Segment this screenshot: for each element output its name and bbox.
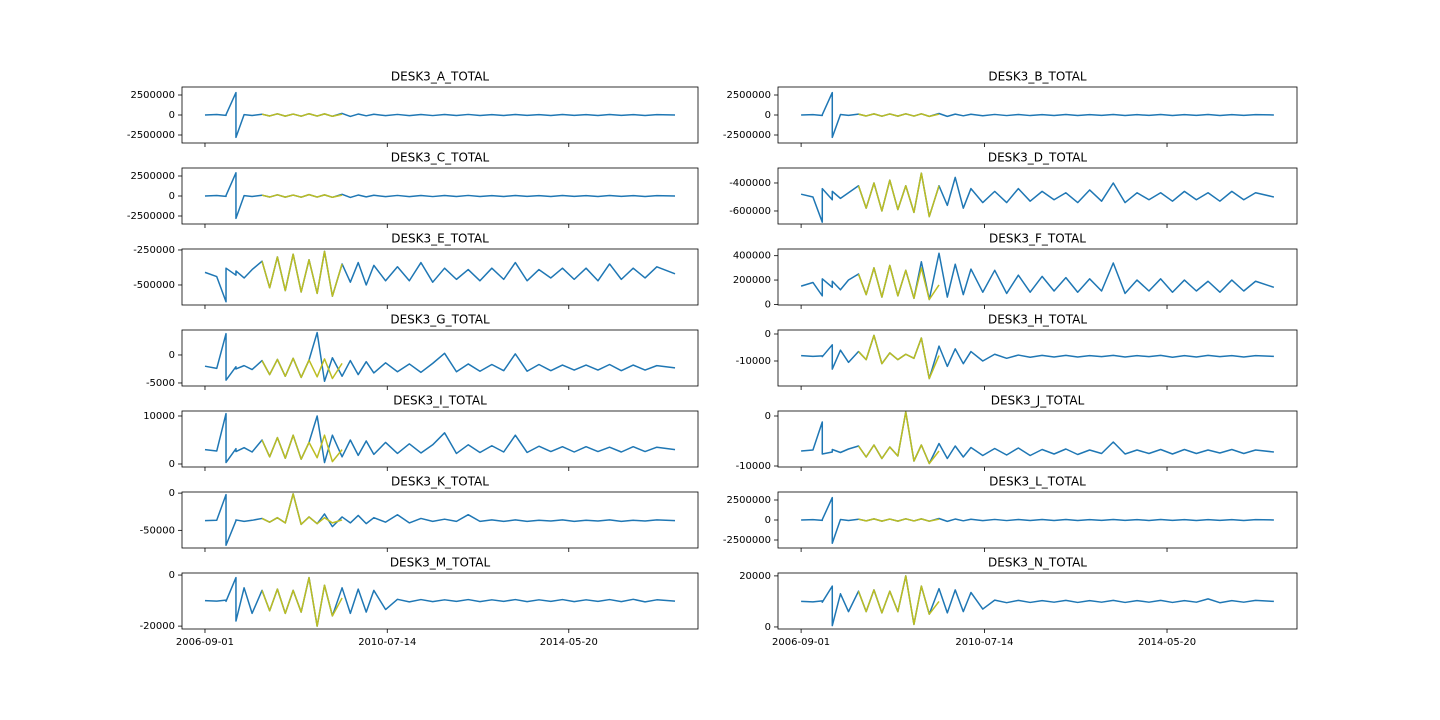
axes-frame: [777, 410, 1298, 468]
y-tick-label: -500000: [133, 280, 175, 291]
axes-frame: [777, 329, 1298, 387]
y-tick-label: 0: [169, 570, 175, 581]
y-tick-label: -2500000: [127, 130, 175, 141]
y-tick-label: 2500000: [726, 495, 771, 506]
series-line: [858, 518, 940, 522]
axes-frame: [777, 491, 1298, 549]
y-tick-label: 0: [169, 488, 175, 499]
subplot-title: DESK3_H_TOTAL: [988, 313, 1087, 327]
y-tick-label: 2500000: [726, 90, 771, 101]
axes-frame: [181, 572, 699, 630]
series-line: [857, 334, 940, 380]
series-line: [857, 172, 940, 218]
series-line: [800, 172, 1275, 223]
y-tick-label: 0: [169, 459, 175, 470]
axes-frame: [181, 410, 699, 468]
subplot-title: DESK3_I_TOTAL: [393, 394, 487, 408]
subplot-title: DESK3_D_TOTAL: [988, 151, 1088, 165]
series-line: [204, 493, 676, 546]
y-tick-label: -10000: [736, 461, 771, 472]
y-tick-label: -10000: [736, 356, 771, 367]
y-tick-label: 0: [765, 515, 771, 526]
y-tick-label: -400000: [729, 178, 771, 189]
series-line: [857, 264, 940, 301]
series-line: [261, 357, 343, 380]
y-tick-label: -50000: [140, 525, 175, 536]
y-tick-label: 2500000: [130, 90, 175, 101]
series-line: [800, 252, 1275, 301]
y-tick-label: -600000: [729, 206, 771, 217]
x-tick-label: 2006-09-01: [772, 637, 830, 648]
y-tick-label: -20000: [140, 621, 175, 632]
axes-frame: [181, 329, 699, 387]
axes-frame: [777, 248, 1298, 306]
subplot-title: DESK3_B_TOTAL: [988, 70, 1087, 84]
subplot-title: DESK3_K_TOTAL: [391, 475, 489, 489]
subplot-title: DESK3_E_TOTAL: [391, 232, 489, 246]
y-tick-label: -250000: [133, 245, 175, 256]
series-line: [261, 576, 343, 627]
subplot-title: DESK3_G_TOTAL: [390, 313, 490, 327]
series-line: [204, 331, 676, 383]
series-line: [204, 576, 676, 627]
series-line: [857, 411, 940, 465]
series-line: [801, 91, 1274, 139]
axes-frame: [777, 572, 1298, 630]
series-line: [261, 193, 343, 199]
series-line: [801, 411, 1274, 465]
axes-frame: [777, 167, 1298, 225]
series-line: [801, 575, 1274, 627]
y-tick-label: 0: [765, 329, 771, 340]
y-tick-label: 0: [765, 622, 771, 633]
axes-frame: [181, 167, 699, 225]
subplot-title: DESK3_A_TOTAL: [391, 70, 490, 84]
axes-frame: [181, 491, 699, 549]
x-tick-label: 2010-07-14: [955, 637, 1013, 648]
subplot-title: DESK3_J_TOTAL: [991, 394, 1085, 408]
axes-frame: [181, 248, 699, 306]
y-tick-label: -2500000: [723, 535, 771, 546]
y-tick-label: 400000: [733, 251, 771, 262]
y-tick-label: 10000: [143, 411, 175, 422]
subplot-title: DESK3_L_TOTAL: [989, 475, 1086, 489]
y-tick-label: -2500000: [127, 211, 175, 222]
y-tick-label: -5000: [146, 378, 175, 389]
series-line: [261, 434, 343, 463]
subplot-title: DESK3_C_TOTAL: [391, 151, 490, 165]
axes-frame: [777, 86, 1298, 144]
subplot-title: DESK3_M_TOTAL: [390, 556, 491, 570]
axes-frame: [181, 86, 699, 144]
series-line: [801, 334, 1274, 380]
series-line: [204, 91, 676, 139]
series-line: [204, 412, 676, 464]
x-tick-label: 2006-09-01: [176, 637, 234, 648]
series-line: [261, 250, 343, 297]
series-line: [261, 493, 343, 526]
y-tick-label: 0: [765, 299, 771, 310]
series-line: [858, 113, 940, 118]
series-line: [857, 575, 940, 626]
y-tick-label: 200000: [733, 275, 771, 286]
y-tick-label: 0: [169, 110, 175, 121]
series-line: [204, 172, 676, 220]
y-tick-label: 0: [169, 350, 175, 361]
y-tick-label: 0: [765, 110, 771, 121]
y-tick-label: -2500000: [723, 130, 771, 141]
subplot-title: DESK3_F_TOTAL: [989, 232, 1086, 246]
subplot-title: DESK3_N_TOTAL: [988, 556, 1087, 570]
y-tick-label: 2500000: [130, 171, 175, 182]
y-tick-label: 0: [765, 411, 771, 422]
y-tick-label: 0: [169, 191, 175, 202]
y-tick-label: 20000: [739, 571, 771, 582]
series-line: [204, 250, 676, 303]
x-tick-label: 2014-05-20: [1138, 637, 1196, 648]
series-line: [801, 496, 1274, 544]
series-line: [261, 112, 343, 118]
x-tick-label: 2010-07-14: [358, 637, 416, 648]
x-tick-label: 2014-05-20: [540, 637, 598, 648]
